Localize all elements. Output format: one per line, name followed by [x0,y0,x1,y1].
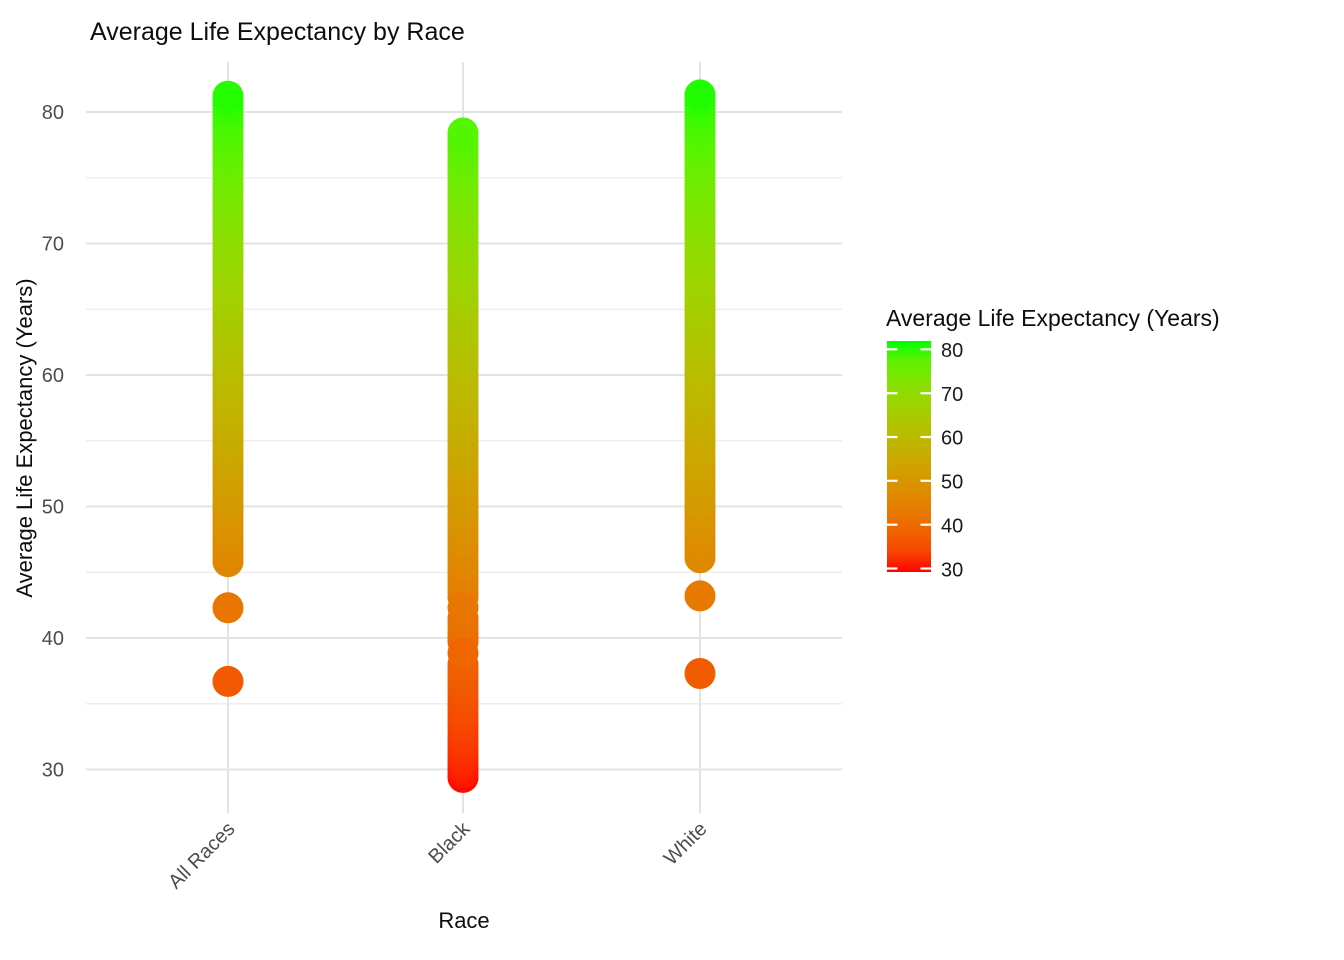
x-tick-label-black: Black [424,817,475,868]
data-point [684,580,716,612]
y-tick-label: 50 [42,497,64,519]
data-point [684,658,716,689]
legend-colorbar [887,341,931,572]
legend-tick-label: 70 [941,384,963,406]
legend-tick-labels: 80 70 60 50 40 30 [941,340,963,581]
legend-tick-marks [887,348,931,570]
y-axis-tick-labels: 80 70 60 50 40 30 [42,102,64,782]
y-tick-label: 70 [42,234,64,256]
y-tick-label: 40 [42,628,64,650]
legend-tick-label: 50 [941,472,963,494]
y-tick-label: 30 [42,760,64,782]
data-points [212,79,716,793]
y-tick-label: 60 [42,365,64,387]
x-axis-tick-labels: All Races Black White [164,817,711,893]
y-tick-label: 80 [42,102,64,124]
x-tick-label-all-races: All Races [164,818,239,893]
x-tick-label-white: White [660,818,712,870]
data-point [447,117,479,149]
data-point [447,637,479,669]
data-point [684,79,716,111]
x-axis-title: Race [438,908,489,933]
data-point [447,592,479,624]
data-point [212,665,244,697]
data-point [212,592,244,624]
legend-tick-label: 40 [941,515,963,537]
legend-tick-label: 60 [941,428,963,450]
data-point [212,80,244,112]
legend: Average Life Expectancy (Years) 80 70 60… [886,305,1220,581]
legend-tick-label: 80 [941,340,963,362]
chart-title: Average Life Expectancy by Race [90,18,465,46]
legend-title: Average Life Expectancy (Years) [886,305,1220,331]
legend-tick-label: 30 [941,559,963,581]
y-axis-title: Average Life Expectancy (Years) [12,278,37,597]
